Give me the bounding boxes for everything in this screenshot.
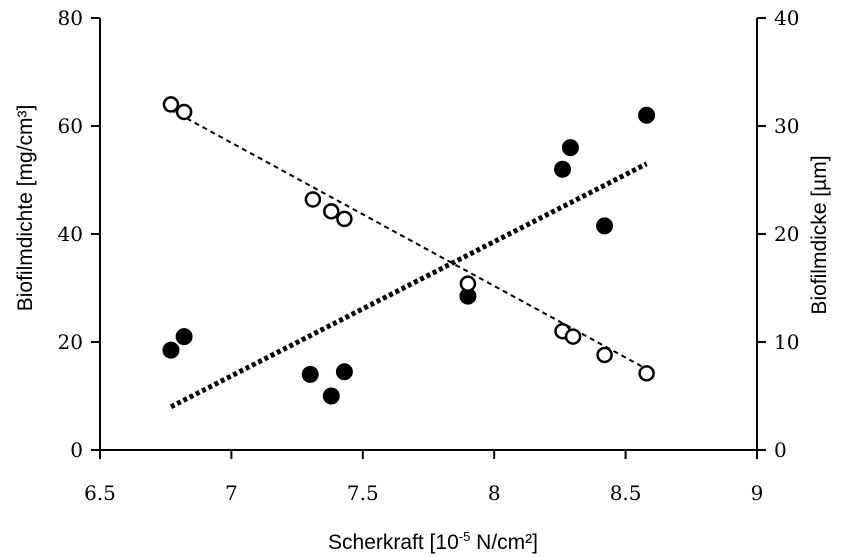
y-left-tick-label: 20 [58, 330, 83, 354]
x-axis-title: Scherkraft [10-5 N/cm²] [328, 529, 538, 554]
y-right-tick-label: 30 [774, 114, 799, 138]
trendline-density [169, 161, 648, 410]
x-tick-label: 7.5 [347, 481, 379, 505]
x-tick-label: 8.5 [610, 481, 642, 505]
density-point [175, 328, 193, 346]
y-axis-left-title: Biofilmdichte [mg/cm³] [14, 105, 37, 312]
thickness-point [336, 210, 353, 228]
x-tick-label: 6.5 [84, 481, 116, 505]
y-left-tick-label: 80 [58, 6, 83, 30]
data-points [162, 96, 656, 405]
x-tick-label: 8 [488, 481, 501, 505]
thickness-point [162, 96, 180, 113]
thickness-point [596, 346, 613, 364]
y-right-tick-label: 20 [774, 222, 799, 246]
y-right-tick-label: 10 [774, 330, 799, 354]
density-point [638, 106, 656, 124]
y-left-tick-label: 0 [70, 438, 83, 462]
density-point [322, 387, 340, 405]
plot-frame [99, 18, 758, 451]
x-tick-label: 7 [225, 481, 238, 505]
y-left-ticks: 0 20 40 60 80 [58, 6, 100, 462]
y-left-tick-label: 60 [58, 114, 83, 138]
y-axis-right-title: Biofilmdicke [µm] [808, 155, 831, 314]
thickness-point [564, 328, 582, 345]
x-ticks: 6.5 7 7.5 8 8.5 9 [84, 450, 763, 505]
density-point [561, 139, 579, 157]
thickness-point [638, 365, 655, 382]
density-point [596, 217, 614, 235]
y-right-ticks: 0 10 20 30 40 [757, 6, 799, 462]
density-point [335, 363, 353, 381]
density-point [162, 341, 180, 359]
thickness-point [304, 191, 322, 208]
y-right-tick-label: 0 [774, 438, 787, 462]
y-right-tick-label: 40 [774, 6, 799, 30]
x-tick-label: 9 [751, 481, 764, 505]
thickness-point [459, 275, 477, 292]
y-left-tick-label: 40 [58, 222, 83, 246]
density-point [301, 365, 319, 383]
thickness-point [323, 203, 340, 220]
thickness-point [175, 103, 193, 121]
density-point [554, 160, 572, 178]
